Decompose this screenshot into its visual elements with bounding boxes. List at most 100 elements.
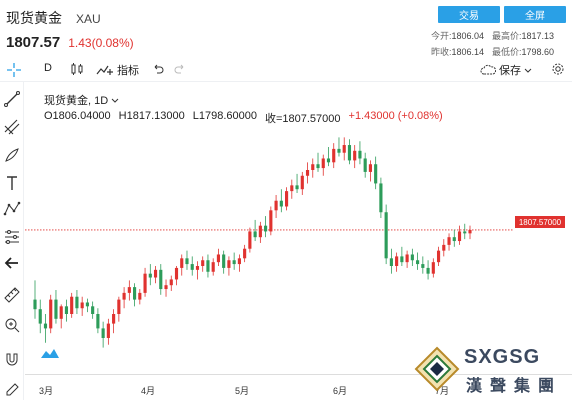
undo-button[interactable] (152, 62, 164, 74)
legend-name: 现货黄金 (44, 95, 88, 107)
candle-body (400, 256, 404, 263)
cloud-icon (480, 64, 496, 75)
candle (33, 280, 37, 319)
candle-body (457, 231, 462, 242)
candle-body (122, 292, 126, 300)
chart-type-button[interactable] (70, 62, 84, 76)
candle-body (174, 267, 179, 280)
candle-body (101, 328, 105, 338)
high-value: 1817.13 (521, 31, 555, 41)
candle (326, 146, 331, 167)
candles-icon (71, 63, 83, 75)
candle-body (358, 150, 362, 159)
candle (368, 160, 372, 182)
candle-body (426, 267, 430, 274)
instrument-symbol: XAU (76, 12, 101, 26)
text-tool-icon[interactable] (3, 174, 21, 192)
candle (379, 177, 383, 218)
save-button[interactable]: 保存 (480, 62, 532, 78)
candle (457, 225, 462, 245)
instrument-title: 现货黄金 (6, 10, 62, 26)
candle-body (305, 170, 310, 176)
candle (174, 266, 179, 286)
candle-body (353, 150, 357, 161)
brush-icon[interactable] (3, 146, 21, 164)
candle (463, 223, 467, 240)
candle-body (75, 296, 79, 309)
x-tick: 6月 (333, 386, 348, 396)
candle-body (33, 299, 37, 310)
candle-body (300, 175, 304, 190)
candle (185, 250, 189, 270)
candle (201, 256, 205, 272)
trade-button[interactable]: 交易 (438, 6, 500, 23)
candle (38, 299, 42, 334)
candle-body (295, 185, 299, 190)
change-value: 1.43 (68, 36, 92, 50)
zoom-in-icon[interactable] (3, 316, 21, 334)
ruler-icon[interactable] (3, 286, 21, 304)
candle (395, 252, 399, 272)
measure-tool-icon[interactable] (3, 228, 21, 246)
quote-header: 现货黄金 XAU 1807.57 1.43(0.08%) 交易 全屏 今开:18… (0, 0, 572, 58)
candle (133, 283, 137, 307)
candle (416, 252, 420, 270)
fib-tool-icon[interactable] (3, 118, 21, 136)
candle-body (54, 299, 58, 319)
candle-body (243, 248, 247, 259)
interval-selector[interactable]: D (44, 62, 52, 74)
chart-legend-title[interactable]: 现货黄金, 1D (44, 92, 119, 108)
price-change: 1.43(0.08%) (68, 36, 133, 50)
redo-button[interactable] (174, 62, 186, 74)
chart-legend-values: O1806.04000 H1817.13000 L1798.60000 收=18… (44, 110, 451, 126)
candle-body (169, 279, 173, 286)
candle-body (421, 264, 425, 268)
candle (468, 225, 472, 240)
indicator-button[interactable]: 指标 (96, 62, 139, 78)
magnet-icon[interactable] (3, 350, 21, 368)
candle (54, 290, 58, 324)
back-arrow-icon[interactable] (3, 254, 21, 272)
today-open-value: 1806.04 (451, 31, 485, 41)
candle (436, 246, 441, 266)
time-axis: 3月 4月 5月 6月 7月 (25, 374, 572, 400)
low-value: 1798.60 (521, 47, 555, 57)
drawing-toolbar (0, 82, 24, 400)
watermark-chinese: 漢聲集團 (466, 378, 563, 395)
settings-button[interactable] (551, 62, 565, 76)
trendline-icon[interactable] (3, 90, 21, 108)
last-price: 1807.57 (6, 34, 61, 51)
candle (59, 304, 63, 329)
candle-body (374, 164, 378, 184)
candle-body (211, 262, 215, 272)
crosshair-tool[interactable] (6, 62, 22, 78)
lock-drawing-icon[interactable] (3, 378, 21, 396)
candle (264, 216, 268, 238)
candle (337, 137, 341, 157)
candle-body (347, 145, 352, 161)
candle (258, 221, 262, 243)
candle-body (206, 260, 210, 272)
legend-change: +1.43000 (+0.08%) (348, 110, 443, 122)
candle (227, 256, 231, 276)
candle (426, 260, 430, 280)
candle (237, 254, 241, 272)
candle (447, 233, 451, 251)
candle (85, 298, 89, 313)
candle-body (164, 285, 168, 290)
candle-body (43, 323, 48, 329)
candle-body (368, 164, 372, 172)
fullscreen-button[interactable]: 全屏 (504, 6, 566, 23)
candle (148, 264, 152, 286)
candle (211, 258, 215, 276)
x-tick: 3月 (39, 386, 54, 396)
candle-body (190, 264, 194, 270)
title-row: 现货黄金 XAU (6, 8, 101, 28)
candle-body (185, 258, 189, 265)
candlestick-chart[interactable] (25, 82, 572, 374)
candle (405, 250, 409, 268)
candle-body (195, 266, 200, 270)
candle (195, 261, 200, 280)
candle-body (395, 256, 399, 266)
pattern-tool-icon[interactable] (3, 200, 21, 218)
